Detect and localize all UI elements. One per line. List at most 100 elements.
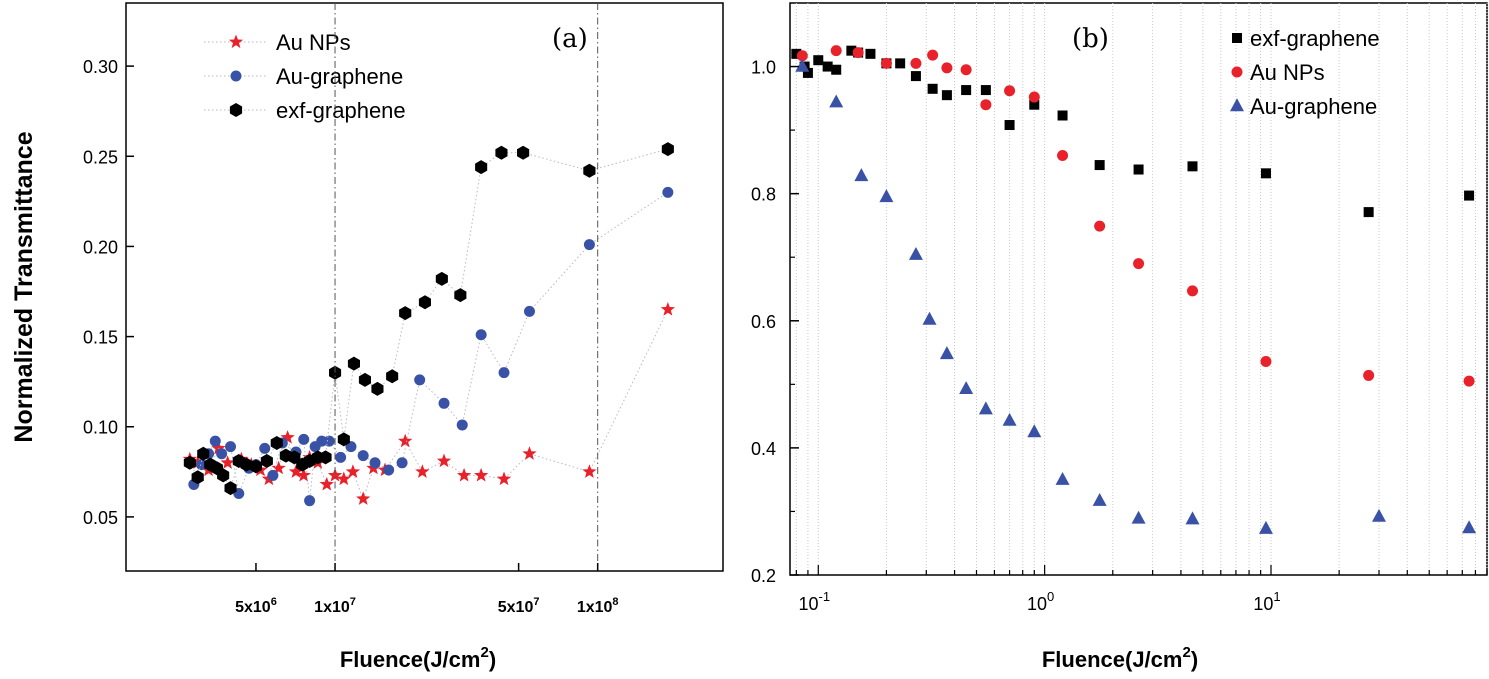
- data-point: [959, 381, 974, 395]
- data-point: [225, 441, 237, 453]
- data-point: [454, 288, 467, 303]
- data-point: [271, 460, 286, 475]
- y-axis-label-a: Normalized Transmittance: [10, 131, 38, 442]
- legend-label: Au NPs: [1250, 60, 1325, 85]
- data-point: [418, 295, 431, 310]
- data-point: [802, 67, 813, 78]
- data-point: [217, 468, 230, 483]
- legend-label: Au-graphene: [1250, 94, 1377, 119]
- data-point: [474, 467, 489, 482]
- y-tick-label: 0.2: [751, 566, 776, 586]
- data-point: [795, 58, 810, 72]
- data-point: [495, 145, 508, 160]
- plot-frame-a: [125, 2, 724, 572]
- data-point: [852, 47, 864, 59]
- data-point: [880, 57, 892, 69]
- data-point: [895, 58, 906, 69]
- data-point: [1260, 355, 1272, 367]
- data-point: [240, 457, 253, 472]
- data-point: [583, 239, 595, 251]
- panel-label-b: (b): [1072, 24, 1109, 54]
- x-tick-label: 101: [1253, 589, 1280, 614]
- data-point: [846, 45, 857, 56]
- data-point: [399, 306, 412, 321]
- data-point: [336, 471, 351, 486]
- data-point: [249, 459, 262, 474]
- data-point: [830, 45, 842, 57]
- data-point: [1131, 510, 1146, 524]
- data-point: [288, 464, 304, 478]
- axes-a: 0.05 0.10 0.15 0.20 0.25 0.30 5x106 1x107 5x107 1…: [83, 3, 619, 616]
- data-point: [267, 469, 279, 481]
- legend-marker: [228, 34, 244, 49]
- data-point: [475, 160, 488, 175]
- data-point: [335, 451, 347, 463]
- data-point: [831, 64, 842, 75]
- panel-label-a: (a): [552, 24, 588, 54]
- data-point: [1092, 492, 1107, 506]
- data-point: [908, 246, 923, 260]
- data-point: [980, 85, 991, 96]
- data-point: [1029, 99, 1040, 110]
- data-point: [1004, 120, 1015, 131]
- y-tick-label: 0.20: [83, 237, 118, 257]
- data-point: [386, 369, 399, 384]
- y-tick-label: 0.4: [751, 439, 776, 459]
- data-point: [1094, 160, 1105, 171]
- data-point: [822, 61, 833, 72]
- data-point: [1462, 520, 1477, 534]
- data-point: [191, 470, 204, 485]
- data-point: [220, 455, 235, 469]
- data-point: [1464, 190, 1475, 201]
- legend-b: exf-graphene Au NPs Au-graphene: [1230, 26, 1380, 119]
- data-point: [1004, 85, 1016, 97]
- legend-marker: [1230, 98, 1244, 112]
- data-point: [927, 83, 938, 94]
- x-tick-label: 1x107: [314, 596, 356, 616]
- data-point: [319, 476, 334, 491]
- data-point: [298, 433, 310, 445]
- data-point: [357, 450, 369, 462]
- x-axis-label-a: Fluence(J/cm2): [340, 644, 496, 672]
- legend-marker: [229, 103, 243, 117]
- data-point: [195, 459, 207, 471]
- data-point: [1133, 258, 1145, 270]
- data-point: [978, 401, 993, 415]
- data-point: [960, 64, 972, 76]
- marks-b: [791, 45, 1477, 534]
- data-point: [662, 186, 674, 198]
- legend-label: Au-graphene: [276, 64, 403, 89]
- data-point: [879, 189, 894, 203]
- data-point: [211, 440, 226, 455]
- data-point: [383, 464, 395, 476]
- panel-b: Fluence(J/cm2) (b) exf-graphene Au NPs Au-…: [751, 2, 1488, 672]
- data-point: [457, 467, 472, 482]
- data-point: [369, 457, 381, 469]
- data-point: [583, 163, 596, 178]
- data-point: [259, 442, 271, 454]
- data-point: [1057, 110, 1068, 121]
- data-point: [1187, 285, 1199, 297]
- series-au-graphene: [795, 58, 1477, 534]
- data-point: [396, 457, 408, 469]
- data-point: [435, 271, 448, 286]
- x-tick-label: 1x108: [577, 596, 619, 616]
- series-exf-graphene: [183, 142, 674, 496]
- data-point: [358, 372, 371, 387]
- data-point: [1094, 220, 1106, 232]
- data-point: [1258, 520, 1273, 534]
- data-point: [224, 481, 237, 496]
- data-point: [1371, 508, 1386, 522]
- data-point: [496, 471, 512, 486]
- data-point: [1363, 369, 1375, 381]
- series-au-nps: [796, 45, 1475, 387]
- data-point: [910, 57, 922, 69]
- marks-a: [182, 142, 675, 507]
- data-point: [1055, 471, 1070, 485]
- data-point: [475, 329, 487, 341]
- data-point: [523, 305, 535, 317]
- legend-marker: [1231, 66, 1243, 78]
- data-point: [1463, 375, 1475, 387]
- data-point: [791, 48, 802, 59]
- axes-b: 0.2 0.4 0.6 0.8 1.0 10-1 100 101: [751, 58, 1488, 614]
